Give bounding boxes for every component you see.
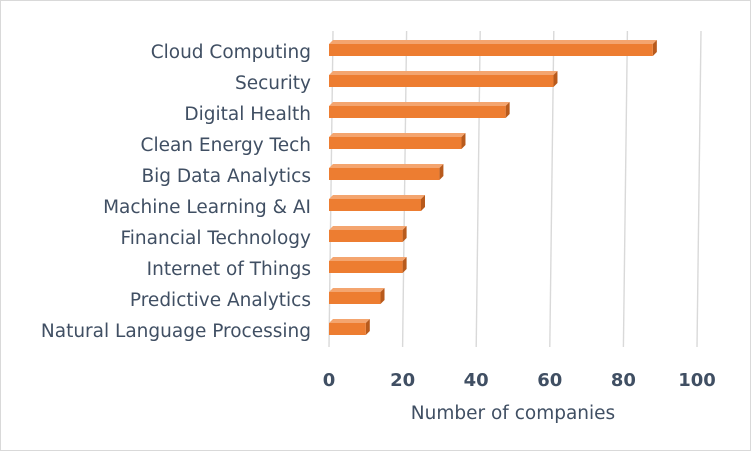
bar-front <box>329 261 403 273</box>
x-tick-label: 40 <box>464 370 489 391</box>
category-labels: Cloud Computing Security Digital Health Cle… <box>41 42 311 342</box>
bar-front <box>329 230 403 242</box>
x-tick-label: 100 <box>678 370 716 391</box>
bar-top <box>329 71 558 75</box>
gridline-100 <box>696 30 702 348</box>
bar-top <box>329 164 444 168</box>
bar <box>329 71 558 87</box>
category-label: Security <box>235 73 311 94</box>
bar-front <box>329 75 554 87</box>
bar <box>329 133 466 149</box>
bar-top <box>329 319 370 323</box>
bar <box>329 226 407 242</box>
bar-side <box>505 102 510 118</box>
bar-front <box>329 199 421 211</box>
category-label: Financial Technology <box>120 228 311 249</box>
bar-top <box>329 195 425 199</box>
bar <box>329 288 385 304</box>
bar-side <box>380 288 385 304</box>
category-label: Big Data Analytics <box>141 166 311 187</box>
category-label: Internet of Things <box>147 259 311 280</box>
bar-top <box>329 257 407 261</box>
bar <box>329 40 657 56</box>
x-tick-label: 20 <box>390 370 415 391</box>
bar-side <box>365 319 370 335</box>
bar-top <box>329 40 657 44</box>
bar <box>329 257 407 273</box>
bar-side <box>421 195 425 211</box>
bar-side <box>461 133 466 149</box>
bar-top <box>329 133 466 137</box>
bar-front <box>329 137 462 149</box>
bar-side <box>402 257 407 273</box>
bar-front <box>329 44 653 56</box>
x-tick-label: 80 <box>611 370 636 391</box>
bar <box>329 102 510 118</box>
category-label: Cloud Computing <box>151 42 311 63</box>
bar-front <box>329 168 440 180</box>
category-label: Predictive Analytics <box>130 290 311 311</box>
bars <box>329 40 657 335</box>
bar <box>329 164 444 180</box>
bar <box>329 195 425 211</box>
category-label: Natural Language Processing <box>41 321 311 342</box>
bar-top <box>329 102 510 106</box>
bar-side <box>553 71 558 87</box>
x-tick-label: 0 <box>323 370 336 391</box>
bar-front <box>329 292 381 304</box>
bar-side <box>652 40 657 56</box>
x-tick-labels: 0 20 40 60 80 100 <box>323 370 716 391</box>
category-label: Digital Health <box>184 104 311 125</box>
bar-front <box>329 323 366 335</box>
bar-top <box>329 288 385 292</box>
category-label: Clean Energy Tech <box>141 135 311 156</box>
bar-side <box>439 164 444 180</box>
x-tick-label: 60 <box>537 370 562 391</box>
gridline-80 <box>622 30 629 348</box>
x-axis-title: Number of companies <box>411 403 615 424</box>
bar <box>329 319 370 335</box>
bar-front <box>329 106 506 118</box>
bar-side <box>402 226 407 242</box>
category-label: Machine Learning & AI <box>103 197 311 218</box>
bar-top <box>329 226 407 230</box>
